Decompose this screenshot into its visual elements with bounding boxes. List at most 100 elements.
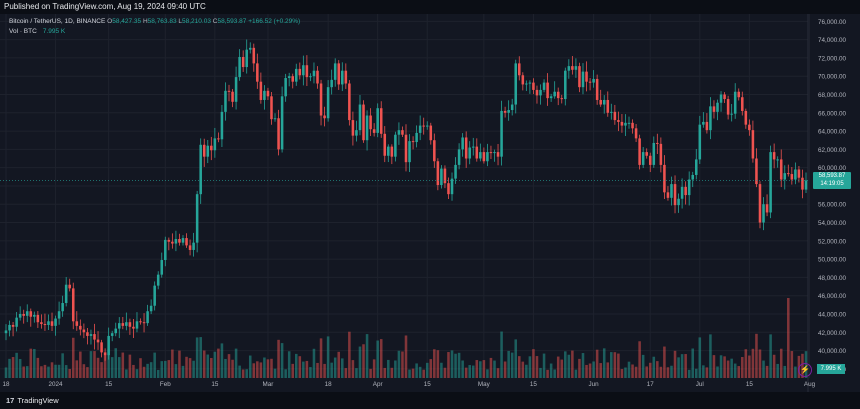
volume-bar <box>312 348 316 378</box>
volume-bar <box>737 366 741 378</box>
volume-bar <box>769 334 772 378</box>
volume-bar <box>698 337 702 378</box>
lightning-icon[interactable]: ⚡ <box>798 363 812 377</box>
candle-body <box>323 115 326 119</box>
tradingview-logo-icon[interactable]: 17 <box>6 396 15 405</box>
candle-body <box>302 65 305 76</box>
candle-body <box>765 204 769 213</box>
candle-body <box>415 132 418 143</box>
candle-body <box>638 138 641 165</box>
volume-bar <box>716 366 719 378</box>
volume-bar <box>719 355 723 378</box>
volume-bar <box>500 331 503 378</box>
volume-bar <box>634 366 638 378</box>
y-tick-label: 66,000.00 <box>818 110 847 117</box>
volume-bar <box>171 349 174 378</box>
candle-body <box>666 192 670 198</box>
candle-body <box>571 66 574 70</box>
volume-bar <box>588 363 592 378</box>
volume-bar <box>772 354 776 378</box>
candle-body <box>581 71 585 88</box>
volume-bar <box>213 351 217 378</box>
volume-bar <box>794 366 797 378</box>
volume-bar <box>156 369 160 378</box>
y-tick-label: 42,000.00 <box>818 330 847 337</box>
volume-bar <box>404 335 408 378</box>
volume-bar <box>457 352 461 378</box>
volume-bar <box>712 355 716 378</box>
volume-bar <box>93 351 96 378</box>
candle-body <box>503 110 507 113</box>
volume-bar <box>461 360 464 378</box>
volume-bar <box>694 368 698 378</box>
volume-bar <box>36 357 40 378</box>
candle-body <box>241 56 245 68</box>
candle-body <box>125 322 128 326</box>
volume-bar <box>408 369 411 378</box>
volume-bar <box>376 340 379 378</box>
volume-bar <box>365 334 369 378</box>
candle-body <box>610 111 613 113</box>
candle-body <box>277 118 280 150</box>
candle-body <box>344 70 348 84</box>
volume-bar <box>574 369 578 378</box>
candle-body <box>22 313 25 316</box>
volume-label[interactable]: Vol · BTC <box>9 28 37 35</box>
x-tick-label: 17 <box>647 381 655 388</box>
candle-body <box>787 173 790 175</box>
low-value: 58,210.03 <box>182 18 211 25</box>
volume-bar <box>751 348 755 378</box>
x-tick-label: 15 <box>530 381 538 388</box>
price-chart[interactable]: 76,000.00 74,000.00 72,000.00 70,000.00 68,0… <box>0 14 860 392</box>
volume-bar <box>624 367 627 378</box>
volume-bar <box>135 369 139 378</box>
y-tick-label: 48,000.00 <box>818 275 847 282</box>
candle-body <box>535 89 539 96</box>
volume-bar <box>482 360 486 378</box>
candle-body <box>510 104 514 111</box>
candle-body <box>110 333 114 336</box>
volume-bar <box>341 358 344 378</box>
volume-bar <box>75 360 79 378</box>
volume-bar <box>273 368 277 378</box>
y-tick-label: 68,000.00 <box>818 92 847 99</box>
volume-bar <box>132 364 135 378</box>
candle-body <box>319 83 323 116</box>
volume-bar <box>195 337 199 378</box>
candle-body <box>33 314 36 317</box>
volume-bar <box>103 354 107 378</box>
volume-bar <box>539 367 542 378</box>
candle-body <box>36 314 40 323</box>
y-tick-label: 46,000.00 <box>818 293 847 300</box>
candle-body <box>726 99 730 115</box>
volume-bar <box>8 358 11 378</box>
candle-body <box>709 106 712 131</box>
candle-body <box>542 82 546 90</box>
candle-body <box>149 305 153 312</box>
volume-bar <box>64 365 68 378</box>
candle-body <box>602 99 606 105</box>
volume-bar <box>294 353 298 378</box>
candle-body <box>698 124 702 160</box>
volume-bar <box>776 363 779 378</box>
volume-bar <box>227 354 231 378</box>
brand-name[interactable]: TradingView <box>17 396 59 405</box>
volume-bar <box>779 348 783 378</box>
candle-body <box>694 159 698 175</box>
candle-body <box>401 130 404 135</box>
candle-body <box>146 311 149 324</box>
candlestick-chart-svg[interactable]: 76,000.00 74,000.00 72,000.00 70,000.00 68,0… <box>0 14 860 392</box>
symbol-name[interactable]: Bitcoin / TetherUS, 1D, BINANCE <box>9 18 106 25</box>
candle-body <box>719 94 723 103</box>
volume-bar <box>100 362 103 378</box>
candle-body <box>93 334 96 340</box>
volume-bar <box>319 338 323 378</box>
candle-body <box>797 169 801 178</box>
candle-body <box>316 70 319 84</box>
candle-body <box>447 183 450 195</box>
candle-body <box>372 129 376 133</box>
volume-bar <box>11 357 15 378</box>
volume-bar <box>139 358 142 378</box>
volume-bar <box>22 366 25 378</box>
volume-bar <box>429 359 433 378</box>
